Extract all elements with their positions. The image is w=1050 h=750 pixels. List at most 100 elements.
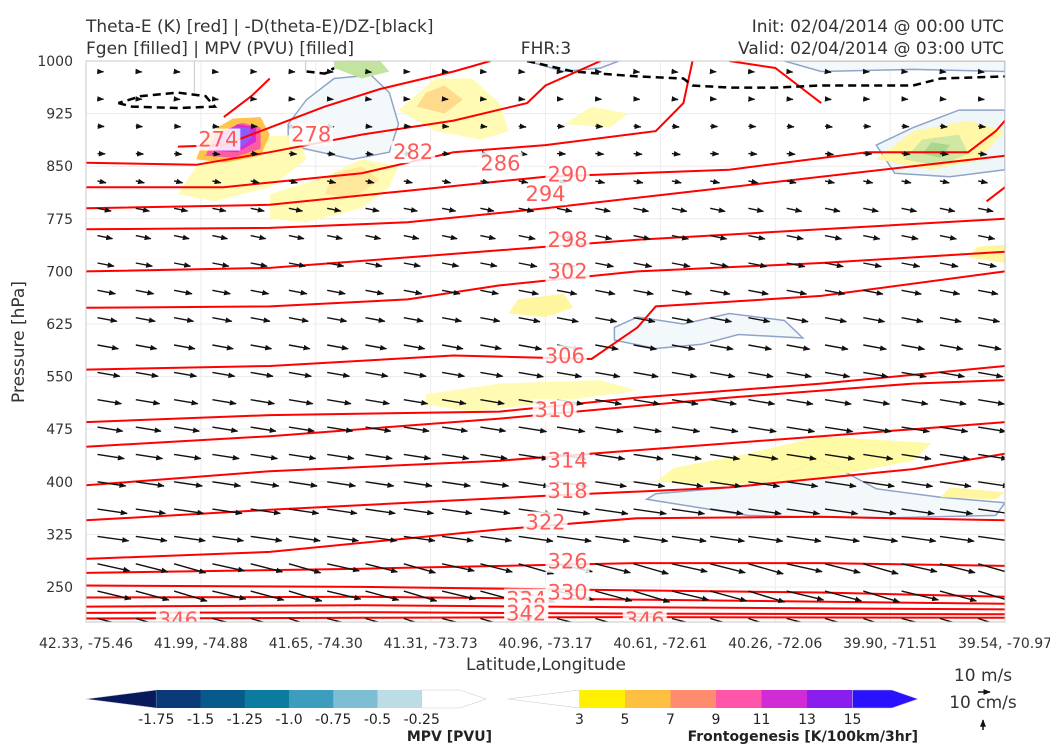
wind-vector (671, 96, 679, 102)
wind-vector (595, 426, 624, 434)
wind-vector (288, 508, 320, 516)
contour-label: 306 (545, 344, 585, 368)
wind-vector (327, 178, 337, 185)
wind-vector (633, 563, 669, 575)
wind-vector (135, 207, 151, 213)
wind-vector (441, 262, 460, 268)
contour-label-bg (523, 511, 568, 534)
wind-vector (365, 453, 393, 461)
theta-e-contour (86, 119, 1005, 210)
colorbar-swatch (807, 690, 853, 708)
wind-vector (327, 481, 357, 488)
wind-vector (978, 508, 1005, 516)
fgen-region (426, 380, 638, 412)
wind-vector (556, 617, 574, 622)
frontogenesis-colorbar-label: Frontogenesis [K/100km/3hr] (688, 729, 918, 745)
wind-vector (288, 399, 314, 406)
contour-label-bg (523, 183, 568, 206)
wind-vector (97, 590, 132, 601)
wind-vector (212, 535, 245, 543)
wind-vector (595, 399, 623, 406)
wind-vector (824, 371, 851, 379)
colorbar-tick-label: 7 (666, 712, 675, 728)
wind-vector (479, 96, 488, 102)
wind-vector (480, 317, 501, 323)
wind-vector (135, 535, 168, 543)
wind-vector (595, 262, 615, 269)
wind-vector (710, 178, 721, 185)
wind-vector (403, 617, 418, 622)
wind-vector (441, 207, 457, 213)
wind-vector (480, 344, 502, 351)
wind-vector (403, 399, 429, 406)
wind-vector (863, 453, 894, 461)
wind-vector (365, 234, 382, 241)
wind-vector (939, 590, 978, 603)
wind-vector (901, 234, 919, 241)
wind-vector (786, 590, 825, 602)
wind-vector (365, 563, 399, 574)
wind-vector (441, 453, 470, 461)
wind-vector (173, 344, 196, 351)
wind-vector (212, 563, 246, 573)
wind-vector (288, 426, 315, 433)
contour-label: 274 (198, 128, 238, 152)
wind-vector (901, 426, 931, 434)
wind-vector (978, 426, 1005, 434)
wind-vector (364, 96, 373, 102)
wind-vector (863, 563, 899, 575)
wind-vector (710, 453, 741, 461)
frontogenesis-colorbar: 3 5 7 9 11 13 15 (507, 689, 919, 728)
wind-vector (250, 481, 280, 488)
wind-vector (824, 317, 848, 324)
wind-vector (288, 234, 305, 241)
wind-vector (633, 508, 667, 516)
wind-vector (595, 508, 629, 516)
wind-vector (518, 426, 548, 434)
wind-vector (863, 262, 883, 269)
colorbar-swatch (377, 690, 423, 708)
wind-vector (633, 96, 641, 102)
wind-vector (518, 234, 536, 241)
y-tick-label: 1000 (37, 54, 73, 70)
wind-vector (748, 535, 784, 544)
wind-vector (441, 344, 464, 351)
wind-vector (978, 453, 1005, 461)
wind-vector (326, 68, 334, 75)
wind-vector (978, 317, 1001, 324)
theta-e-contour (86, 595, 1005, 605)
wind-vector (978, 289, 999, 296)
wind-vector (786, 234, 804, 241)
wind-vector (939, 234, 958, 241)
wind-vector (212, 207, 227, 213)
wind-vector (441, 481, 471, 488)
wind-vector (863, 178, 874, 185)
wind-vector (364, 68, 373, 75)
wind-vector (441, 617, 459, 622)
x-tick-label: 41.31, -73.73 (384, 636, 478, 652)
wind-vector (671, 123, 680, 130)
wind-vector (978, 399, 1005, 406)
wind-vector (480, 453, 508, 461)
wind-vector (250, 317, 271, 323)
wind-vector (556, 535, 592, 544)
wind-vector (786, 399, 814, 406)
wind-vector (595, 590, 633, 603)
wind-vector (978, 262, 997, 269)
colorbar-tick-label: -0.25 (404, 712, 440, 728)
wind-vector (978, 151, 988, 157)
wind-vector (403, 207, 419, 213)
wind-vector (365, 371, 389, 378)
wind-vector (710, 426, 739, 434)
wind-vector (671, 317, 694, 324)
wind-vector (97, 262, 115, 268)
wind-vectors (97, 68, 1005, 622)
wind-vector (901, 508, 935, 516)
wind-vector (97, 617, 115, 622)
wind-vector (441, 399, 467, 406)
wind-vector (135, 178, 145, 185)
wind-vector (901, 317, 924, 324)
colorbar-tick-label: -1.0 (275, 712, 302, 728)
wind-vector (250, 563, 284, 574)
